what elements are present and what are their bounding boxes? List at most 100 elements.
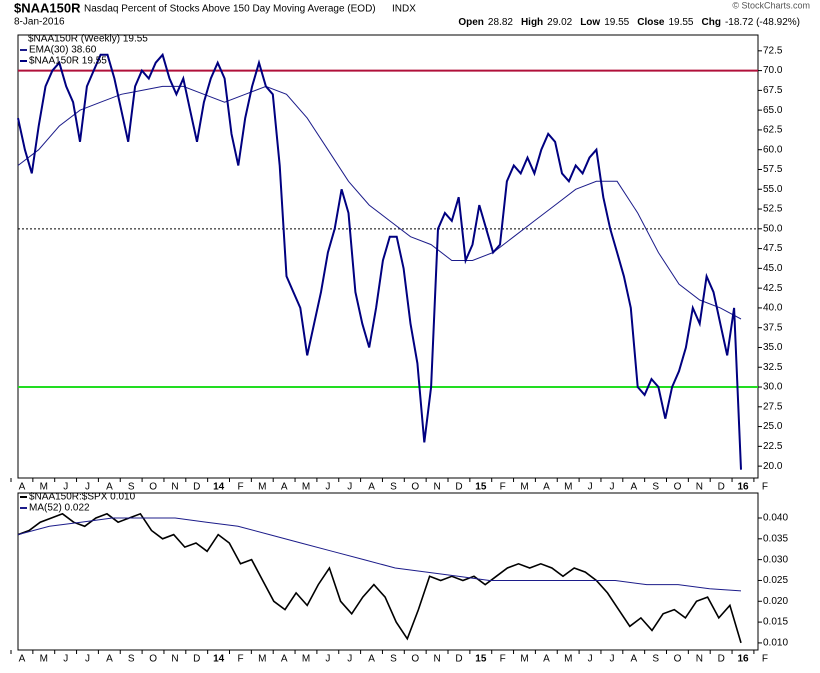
chart-title: $NAA150R [14, 0, 81, 15]
x-tick-label: D [455, 482, 462, 493]
x-tick-label: S [390, 654, 397, 665]
x-tick-label: A [630, 482, 637, 493]
y-tick-label: 0.025 [763, 575, 788, 586]
x-tick-label: A [281, 654, 288, 665]
x-tick-label: M [520, 482, 528, 493]
x-tick-label: F [500, 654, 506, 665]
credit: © StockCharts.com [732, 0, 810, 10]
x-tick-label: 14 [213, 482, 225, 493]
y-tick-label: 0.020 [763, 596, 788, 607]
series-line [17, 52, 742, 470]
x-tick-label: N [171, 654, 178, 665]
quote-label: High [521, 17, 543, 28]
x-tick-label: A [543, 654, 550, 665]
date: 8-Jan-2016 [14, 17, 65, 28]
x-tick-label: F [237, 654, 243, 665]
x-tick-label: F [762, 654, 768, 665]
x-tick-label: J [85, 654, 90, 665]
quote-value: 28.82 [488, 17, 513, 28]
quote-label: Close [637, 17, 665, 28]
series-line [17, 517, 742, 592]
x-tick-label: J [63, 654, 68, 665]
x-tick-label: O [674, 654, 682, 665]
x-tick-label: J [588, 654, 593, 665]
y-tick-label: 42.5 [763, 283, 783, 294]
x-tick-label: N [696, 654, 703, 665]
y-tick-label: 67.5 [763, 85, 783, 96]
x-tick-label: J [609, 654, 614, 665]
y-tick-label: 47.5 [763, 243, 783, 254]
quote-label: Low [580, 17, 600, 28]
x-tick-label: 16 [737, 482, 749, 493]
y-tick-label: 27.5 [763, 401, 783, 412]
y-tick-label: 22.5 [763, 441, 783, 452]
y-tick-label: 65.0 [763, 105, 783, 116]
x-tick-label: J [347, 654, 352, 665]
x-tick-label: D [455, 654, 462, 665]
x-tick-label: A [368, 482, 375, 493]
x-tick-label: M [258, 654, 266, 665]
x-tick-label: D [718, 482, 725, 493]
quote-value: -18.72 (-48.92%) [725, 17, 800, 28]
exchange: INDX [392, 4, 416, 15]
x-tick-label: N [696, 482, 703, 493]
y-tick-label: 72.5 [763, 45, 783, 56]
x-tick-label: M [40, 654, 48, 665]
x-tick-label: A [368, 654, 375, 665]
y-tick-label: 0.030 [763, 554, 788, 565]
x-tick-label: A [19, 482, 26, 493]
y-tick-label: 30.0 [763, 382, 783, 393]
x-tick-label: N [434, 654, 441, 665]
y-tick-label: 60.0 [763, 144, 783, 155]
quote-value: 19.55 [668, 17, 693, 28]
x-tick-label: J [325, 654, 330, 665]
x-tick-label: O [674, 482, 682, 493]
x-tick-label: A [281, 482, 288, 493]
x-tick-label: S [390, 482, 397, 493]
y-tick-label: 57.5 [763, 164, 783, 175]
y-tick-label: 25.0 [763, 421, 783, 432]
x-tick-label: 15 [475, 654, 487, 665]
y-tick-label: 0.010 [763, 638, 788, 649]
y-tick-label: 62.5 [763, 125, 783, 136]
x-tick-label: A [106, 482, 113, 493]
series-line [17, 512, 742, 644]
plot-frame [17, 492, 759, 651]
x-tick-label: O [149, 654, 157, 665]
x-tick-label: M [564, 482, 572, 493]
quote: Open 28.82 High 29.02 Low 19.55 Close 19.55 Chg -… [458, 17, 800, 28]
x-tick-label: M [520, 654, 528, 665]
x-tick-label: M [302, 482, 310, 493]
x-tick-label: S [652, 482, 659, 493]
y-tick-label: 45.0 [763, 263, 783, 274]
x-tick-label: 14 [213, 654, 225, 665]
plot-frame [17, 34, 759, 479]
y-tick-label: 0.035 [763, 533, 788, 544]
x-tick-label: F [762, 482, 768, 493]
x-tick-label: J [609, 482, 614, 493]
legend-header: $NAA150R (Weekly) 19.55 [28, 34, 148, 45]
subtitle: Nasdaq Percent of Stocks Above 150 Day M… [84, 4, 376, 15]
x-tick-label: N [434, 482, 441, 493]
x-tick-label: O [411, 654, 419, 665]
x-tick-label: 15 [475, 482, 487, 493]
x-tick-label: A [543, 482, 550, 493]
x-tick-label: O [149, 482, 157, 493]
x-tick-label: D [193, 654, 200, 665]
legend-label: $NAA150R 19.55 [29, 56, 107, 67]
y-tick-label: 37.5 [763, 322, 783, 333]
x-tick-label: J [325, 482, 330, 493]
y-tick-label: 70.0 [763, 65, 783, 76]
legend-label: MA(52) 0.022 [29, 503, 90, 514]
x-tick-label: O [411, 482, 419, 493]
x-tick-label: D [193, 482, 200, 493]
quote-label: Chg [702, 17, 721, 28]
x-tick-label: M [258, 482, 266, 493]
y-tick-label: 0.040 [763, 513, 788, 524]
y-tick-label: 35.0 [763, 342, 783, 353]
y-tick-label: 40.0 [763, 303, 783, 314]
legend-label: EMA(30) 38.60 [29, 45, 97, 56]
x-tick-label: J [588, 482, 593, 493]
x-tick-label: S [128, 482, 135, 493]
